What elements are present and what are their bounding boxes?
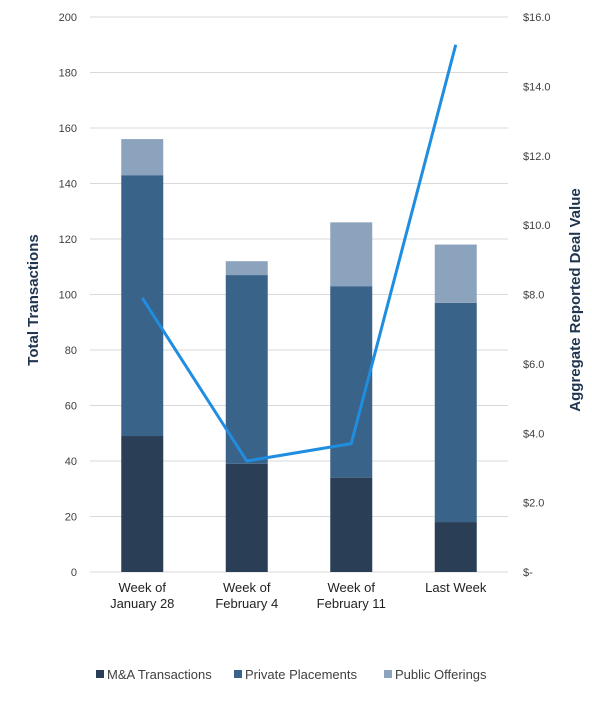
y-tick-label: 60 xyxy=(65,401,77,413)
bar-segment-public xyxy=(434,244,477,303)
bar-segment-ma xyxy=(225,463,268,572)
category-label: Last Week xyxy=(425,580,487,595)
left-axis-ticks: 0 20 40 60 80 100 120 140 160 180 200 xyxy=(59,12,77,579)
legend-label: Private Placements xyxy=(245,667,357,682)
y-tick-label: 80 xyxy=(65,345,77,357)
y2-tick-label: $8.0 xyxy=(523,290,544,302)
legend-swatch xyxy=(96,670,104,678)
legend-label: M&A Transactions xyxy=(107,667,212,682)
left-axis-title: Total Transactions xyxy=(25,234,42,365)
y2-tick-label: $4.0 xyxy=(523,428,544,440)
legend: M&A Transactions Private Placements Public… xyxy=(96,667,487,682)
right-axis-ticks: $- $2.0 $4.0 $6.0 $8.0 $10.0 $12.0 $14.0 $16.0 xyxy=(523,12,551,579)
legend-swatch xyxy=(234,670,242,678)
bars xyxy=(121,139,477,572)
deal-value-polyline xyxy=(140,44,458,463)
category-labels: Week of January 28 Week of February 4 Week o… xyxy=(110,580,487,611)
bar-segment-private xyxy=(225,275,268,464)
y2-tick-label: $10.0 xyxy=(523,220,551,232)
bar-segment-public xyxy=(330,222,373,287)
bar-segment-private xyxy=(434,302,477,523)
y2-tick-label: $16.0 xyxy=(523,12,551,24)
legend-swatch xyxy=(384,670,392,678)
y-tick-label: 40 xyxy=(65,456,77,468)
right-axis-title: Aggregate Reported Deal Value xyxy=(567,188,584,411)
y-tick-label: 120 xyxy=(59,234,77,246)
y-tick-label: 100 xyxy=(59,290,77,302)
bar-segment-public xyxy=(121,139,164,176)
y-tick-label: 140 xyxy=(59,179,77,191)
y-tick-label: 20 xyxy=(65,512,77,524)
y2-tick-label: $6.0 xyxy=(523,359,544,371)
legend-label: Public Offerings xyxy=(395,667,487,682)
bar-segment-ma xyxy=(434,522,477,572)
y-tick-label: 180 xyxy=(59,68,77,80)
bar-segment-ma xyxy=(121,436,164,572)
y-tick-label: 160 xyxy=(59,123,77,135)
y2-tick-label: $2.0 xyxy=(523,498,544,510)
y2-tick-label: $- xyxy=(523,567,533,579)
category-label: Week of February 4 xyxy=(215,580,278,611)
bar-segment-ma xyxy=(330,477,373,572)
category-label: Week of February 11 xyxy=(317,580,386,611)
y-tick-label: 0 xyxy=(71,567,77,579)
y-tick-label: 200 xyxy=(59,12,77,24)
y2-tick-label: $12.0 xyxy=(523,151,551,163)
y2-tick-label: $14.0 xyxy=(523,81,551,93)
bar-segment-private xyxy=(121,175,164,437)
category-label: Week of January 28 xyxy=(110,580,174,611)
deal-value-line xyxy=(140,44,458,463)
bar-segment-public xyxy=(225,261,268,276)
